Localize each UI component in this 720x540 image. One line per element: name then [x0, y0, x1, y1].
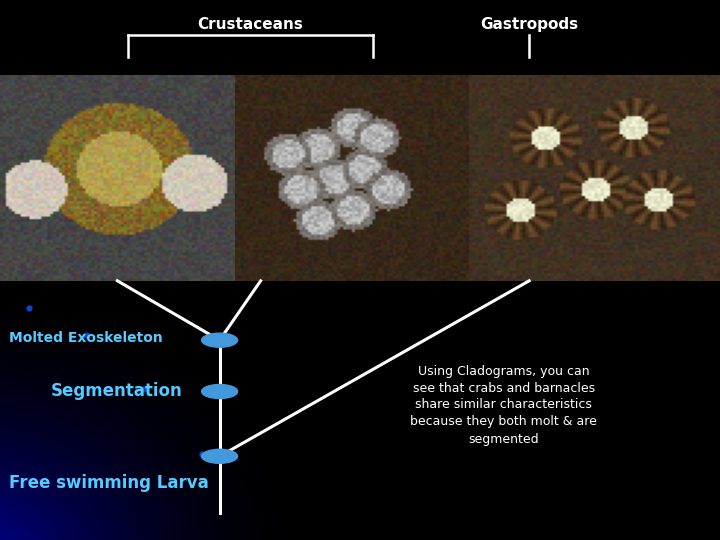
- Text: Using Cladograms, you can
see that crabs and barnacles
share similar characteris: Using Cladograms, you can see that crabs…: [410, 364, 598, 445]
- Ellipse shape: [202, 449, 238, 463]
- Text: Gastropods: Gastropods: [480, 17, 578, 32]
- Text: Molted Exoskeleton: Molted Exoskeleton: [9, 330, 163, 345]
- Ellipse shape: [202, 384, 238, 399]
- Text: Segmentation: Segmentation: [50, 382, 182, 401]
- Text: Crustaceans: Crustaceans: [197, 17, 304, 32]
- Text: Free swimming Larva: Free swimming Larva: [9, 474, 208, 492]
- Ellipse shape: [202, 333, 238, 347]
